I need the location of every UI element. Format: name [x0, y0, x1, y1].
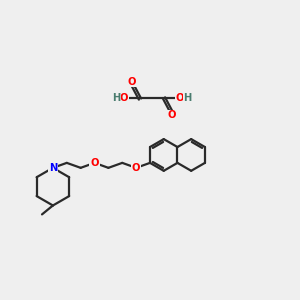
Text: O: O — [132, 163, 140, 173]
Text: O: O — [120, 94, 128, 103]
Text: O: O — [167, 110, 176, 120]
Text: O: O — [176, 94, 184, 103]
Text: O: O — [128, 76, 136, 87]
Text: N: N — [49, 163, 57, 173]
Text: O: O — [90, 158, 99, 168]
Text: H: H — [184, 94, 192, 103]
Text: H: H — [112, 94, 120, 103]
